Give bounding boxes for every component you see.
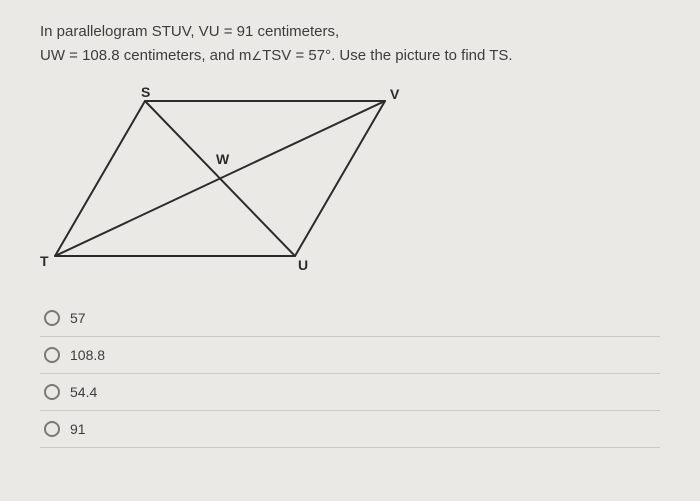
- option-label: 54.4: [70, 384, 97, 400]
- svg-text:U: U: [298, 257, 308, 273]
- option-1[interactable]: 108.8: [40, 337, 660, 374]
- q-line1-suffix: centimeters,: [253, 23, 339, 40]
- q-vu-value: 91: [237, 23, 254, 40]
- radio-icon: [44, 384, 60, 400]
- q-line2-prefix: UW =: [40, 47, 82, 64]
- q-uw-value: 108.8: [82, 47, 120, 64]
- option-label: 57: [70, 310, 86, 326]
- q-angle-value: 57°: [308, 47, 331, 64]
- parallelogram-diagram: T S V U W: [40, 86, 660, 276]
- svg-text:T: T: [40, 253, 49, 269]
- option-0[interactable]: 57: [40, 300, 660, 337]
- option-2[interactable]: 54.4: [40, 374, 660, 411]
- option-label: 91: [70, 421, 86, 437]
- svg-text:S: S: [141, 86, 150, 100]
- svg-text:W: W: [216, 151, 230, 167]
- radio-icon: [44, 421, 60, 437]
- q-angle-name: TSV =: [262, 47, 308, 64]
- q-line2-mid: centimeters, and m: [120, 47, 252, 64]
- option-3[interactable]: 91: [40, 411, 660, 448]
- q-line1-prefix: In parallelogram STUV, VU =: [40, 23, 237, 40]
- q-line2-suffix: . Use the picture to find TS.: [331, 47, 512, 64]
- radio-icon: [44, 310, 60, 326]
- question-text: In parallelogram STUV, VU = 91 centimete…: [40, 20, 660, 68]
- option-label: 108.8: [70, 347, 105, 363]
- angle-symbol: ∠: [251, 49, 262, 63]
- diagram-svg: T S V U W: [40, 86, 410, 276]
- answer-options: 57 108.8 54.4 91: [40, 300, 660, 448]
- radio-icon: [44, 347, 60, 363]
- svg-text:V: V: [390, 86, 400, 102]
